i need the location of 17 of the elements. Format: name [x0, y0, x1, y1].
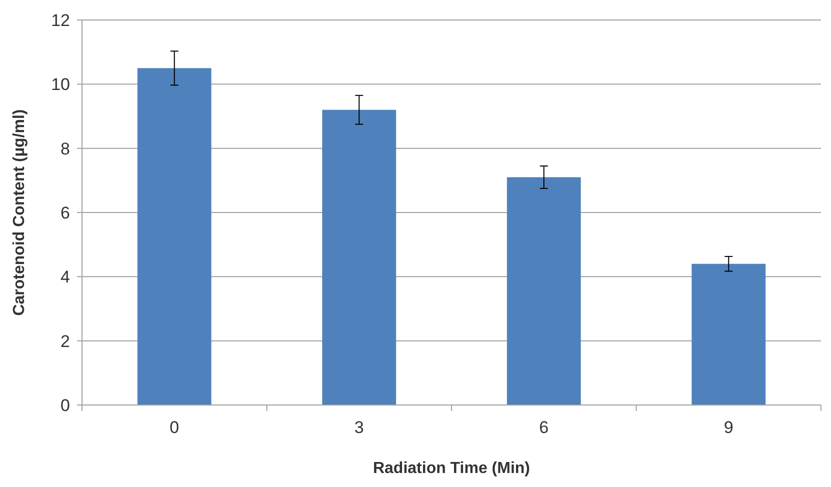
x-tick-label: 9	[724, 418, 734, 437]
y-tick-label: 0	[60, 396, 70, 415]
x-tick-label: 6	[539, 418, 549, 437]
bar	[137, 68, 212, 405]
bar	[692, 264, 766, 405]
x-tick-label: 0	[170, 418, 180, 437]
bar	[322, 110, 396, 405]
y-tick-label: 12	[51, 10, 70, 30]
y-tick-label: 10	[51, 75, 70, 94]
y-tick-label: 4	[60, 268, 70, 287]
y-axis-title: Carotenoid Content (µg/ml)	[11, 109, 28, 316]
x-axis-title: Radiation Time (Min)	[372, 460, 530, 477]
bar	[506, 177, 581, 405]
y-tick-label: 6	[60, 203, 70, 222]
y-tick-label: 2	[60, 332, 70, 351]
y-tick-label: 8	[60, 139, 70, 158]
x-tick-label: 3	[354, 418, 364, 437]
